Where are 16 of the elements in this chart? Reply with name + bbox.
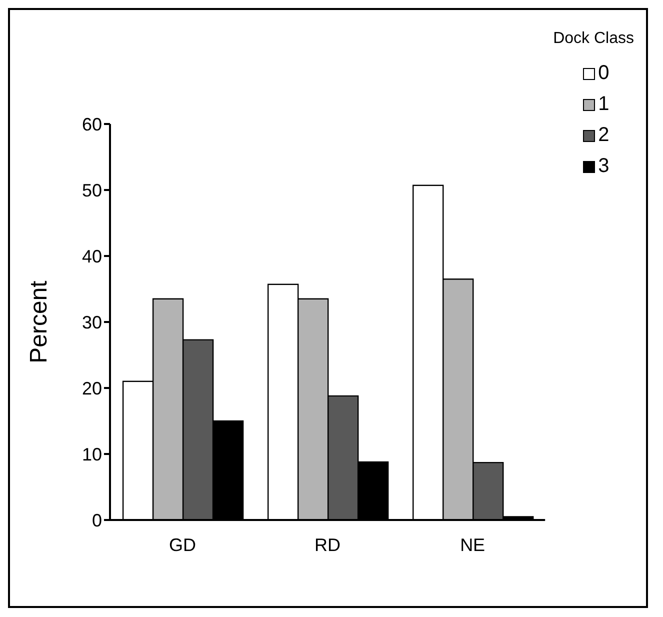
legend-label: 2 <box>598 124 610 147</box>
y-tick-label: 40 <box>82 246 102 266</box>
x-tick-label: GD <box>169 534 196 555</box>
x-tick-label: NE <box>460 534 486 555</box>
y-tick-label: 10 <box>82 444 102 464</box>
legend-label: 0 <box>598 62 610 85</box>
y-tick-label: 20 <box>82 378 102 398</box>
y-tick-label: 50 <box>82 180 102 200</box>
y-tick-label: 60 <box>82 114 102 134</box>
y-axis-title: Percent <box>26 280 53 364</box>
legend-label: 3 <box>598 155 610 178</box>
y-tick-label: 0 <box>92 510 102 530</box>
legend-label: 1 <box>598 93 610 116</box>
legend-title: Dock Class <box>553 30 634 48</box>
x-tick-label: RD <box>314 534 341 555</box>
y-tick-label: 30 <box>82 312 102 332</box>
